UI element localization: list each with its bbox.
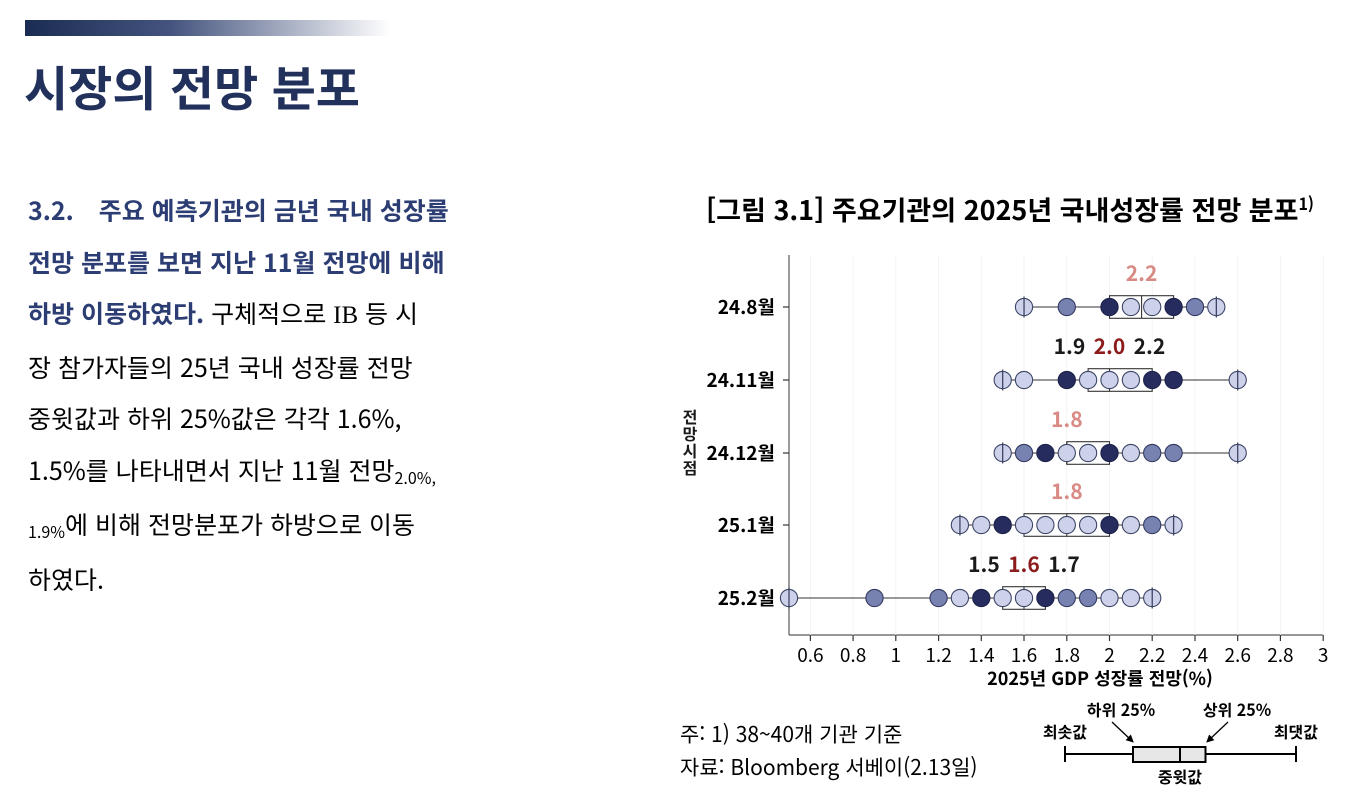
svg-text:24.11월: 24.11월 xyxy=(706,366,775,393)
svg-text:2: 2 xyxy=(1104,641,1115,668)
svg-text:25.1월: 25.1월 xyxy=(718,511,775,538)
svg-text:24.8월: 24.8월 xyxy=(718,293,775,320)
svg-text:1.5: 1.5 xyxy=(968,549,1000,579)
svg-text:2.8: 2.8 xyxy=(1267,641,1293,668)
svg-text:25.2월: 25.2월 xyxy=(718,584,775,611)
svg-text:2.2: 2.2 xyxy=(1126,258,1158,288)
svg-text:2.0: 2.0 xyxy=(1094,331,1126,361)
svg-text:0.8: 0.8 xyxy=(840,641,866,668)
svg-text:0.6: 0.6 xyxy=(797,641,823,668)
svg-text:1.6: 1.6 xyxy=(1011,641,1037,668)
svg-text:24.12월: 24.12월 xyxy=(706,439,775,466)
svg-text:2.2: 2.2 xyxy=(1134,331,1166,361)
svg-text:1.7: 1.7 xyxy=(1048,549,1080,579)
svg-text:1.8: 1.8 xyxy=(1051,476,1083,506)
svg-text:1: 1 xyxy=(891,641,902,668)
svg-text:3: 3 xyxy=(1318,641,1329,668)
svg-text:1.2: 1.2 xyxy=(925,641,951,668)
svg-text:1.9: 1.9 xyxy=(1054,331,1086,361)
svg-text:1.6: 1.6 xyxy=(1008,549,1040,579)
svg-text:2.2: 2.2 xyxy=(1139,641,1165,668)
svg-text:1.4: 1.4 xyxy=(968,641,994,668)
svg-text:2.4: 2.4 xyxy=(1182,641,1208,668)
svg-text:2.6: 2.6 xyxy=(1224,641,1250,668)
svg-text:1.8: 1.8 xyxy=(1054,641,1080,668)
svg-text:1.8: 1.8 xyxy=(1051,404,1083,434)
